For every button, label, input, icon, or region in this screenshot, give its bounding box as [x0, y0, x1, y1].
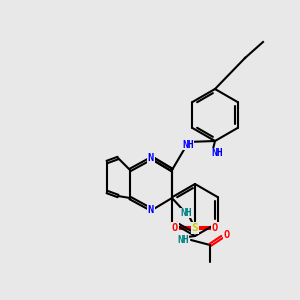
Text: O: O: [224, 230, 230, 240]
Text: O: O: [212, 223, 218, 233]
Text: NH: NH: [182, 140, 194, 150]
Text: NH: NH: [211, 148, 223, 158]
Text: N: N: [148, 153, 154, 163]
Text: S: S: [192, 223, 198, 233]
Text: N: N: [148, 205, 154, 215]
Text: NH: NH: [177, 235, 189, 245]
Text: O: O: [172, 223, 178, 233]
Text: NH: NH: [180, 208, 192, 218]
